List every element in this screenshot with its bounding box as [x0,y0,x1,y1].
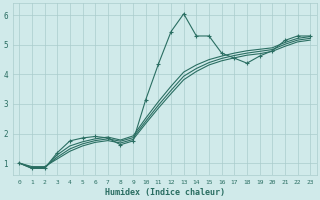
X-axis label: Humidex (Indice chaleur): Humidex (Indice chaleur) [105,188,225,197]
